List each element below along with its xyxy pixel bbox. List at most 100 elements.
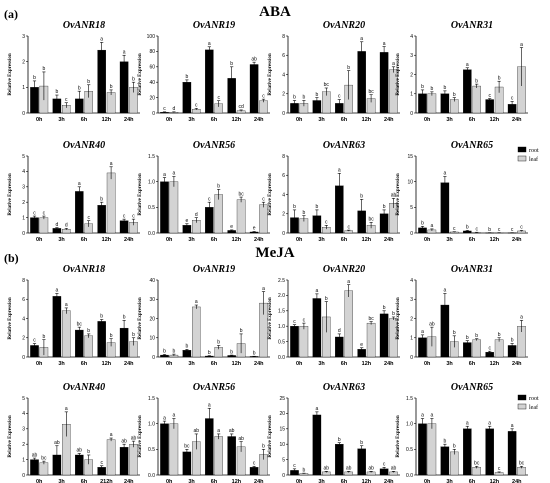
legend-swatch-leaf (517, 403, 527, 410)
x-tick-label: 0h (296, 479, 303, 483)
y-tick-label: 4 (22, 316, 25, 322)
significance-letter: a (444, 171, 447, 177)
x-tick-label: 12h (232, 361, 242, 367)
bar-leaf-24h (517, 467, 526, 476)
x-tick-label: 12h (362, 479, 372, 483)
y-tick-label: 3 (22, 427, 25, 433)
significance-letter: a (466, 420, 469, 426)
significance-letter: b (56, 89, 59, 95)
significance-letter: d (195, 212, 198, 218)
significance-letter: e (360, 342, 363, 348)
significance-letter: b (303, 210, 306, 216)
x-tick-label: 6h (469, 479, 476, 483)
y-axis-label: Relative Expression (396, 173, 401, 215)
significance-letter: b (43, 334, 46, 340)
bar-root-24h (249, 467, 259, 476)
y-tick-label: 8 (282, 154, 285, 160)
significance-letter: a (444, 288, 447, 294)
bar-root-24h (249, 64, 259, 114)
significance-letter: a (383, 41, 386, 47)
significance-letter: c (100, 460, 103, 466)
bar-leaf-6h (214, 194, 223, 234)
y-tick-label: 0.5 (406, 447, 413, 453)
significance-letter: b (511, 338, 514, 344)
y-tick-label: 0 (22, 473, 25, 479)
significance-letter: b (217, 340, 220, 346)
significance-letter: d (65, 223, 68, 229)
significance-letter: b (421, 221, 424, 227)
y-axis-label: Relative Expression (396, 53, 401, 95)
x-tick-label: 6h (341, 479, 348, 483)
significance-letter: b (421, 84, 424, 90)
bar-leaf-6h (472, 339, 481, 358)
significance-letter: b (110, 84, 113, 90)
significance-letter: a (195, 299, 198, 305)
bar-leaf-6h (472, 467, 481, 476)
y-tick-label: 1 (410, 336, 413, 342)
bar-root-0h (30, 459, 39, 476)
significance-letter: b (444, 85, 447, 91)
y-tick-label: 0.0 (406, 473, 413, 479)
significance-letter: ab (238, 436, 244, 442)
significance-letter: a (173, 413, 176, 419)
chart-meja-ovanr56: OvANR56 Relative Expression 0.0 0.5 1.0 1.5 a a… (138, 382, 270, 483)
y-tick-label: 2 (22, 59, 25, 65)
y-tick-label: 1.5 (148, 396, 155, 402)
y-tick-label: 8 (22, 278, 25, 284)
x-tick-label: 0h (36, 237, 43, 243)
chart-title: OvANR19 (193, 20, 235, 31)
y-tick-label: 0 (410, 231, 413, 237)
y-tick-label: 0.5 (278, 339, 285, 345)
x-tick-label: 0h (296, 237, 303, 243)
x-tick-label: 24h (254, 361, 264, 367)
significance-letter: b (338, 437, 341, 443)
significance-letter: c (208, 196, 211, 202)
y-tick-label: 0 (22, 111, 25, 117)
significance-letter: bc (474, 460, 480, 466)
significance-letter: c (293, 463, 296, 469)
significance-letter: b (33, 75, 36, 81)
significance-letter: b (431, 86, 434, 92)
significance-letter: a (56, 288, 59, 294)
significance-letter: b (230, 61, 233, 67)
legend-meja: root leaf (517, 394, 539, 411)
significance-letter: a (360, 36, 363, 42)
bar-leaf-0h (39, 462, 49, 476)
x-tick-label: 24h (124, 479, 134, 483)
x-tick-label: 24h (512, 117, 522, 123)
bar-root-6h (75, 329, 84, 358)
significance-letter: a (110, 161, 113, 167)
x-tick-label: 3h (446, 479, 453, 483)
chart-meja-ovanr65: OvANR65 Relative Expression 0.0 0.5 1.0 1.5 a a… (396, 382, 528, 483)
x-tick-label: 12h (362, 117, 372, 123)
significance-letter: bc (519, 460, 525, 466)
significance-letter: a (520, 315, 523, 321)
y-tick-label: 0 (152, 355, 155, 361)
bar-root-6h (463, 69, 472, 114)
x-tick-label: 12h (362, 361, 372, 367)
significance-letter: e (230, 224, 233, 230)
significance-letter: c (511, 227, 514, 233)
bar-root-3h (182, 350, 192, 358)
significance-letter: ab (121, 438, 127, 444)
significance-letter: c (262, 93, 265, 99)
significance-letter: b (262, 444, 265, 450)
significance-letter: b (466, 225, 469, 231)
significance-letter: c (33, 338, 36, 344)
bar-leaf-12h (366, 322, 376, 358)
significance-letter: bc (184, 444, 190, 450)
x-tick-label: 24h (124, 117, 134, 123)
bar-root-0h (290, 326, 299, 358)
significance-letter: b (123, 315, 126, 321)
significance-letter: a (431, 413, 434, 419)
significance-letter: b (383, 204, 386, 210)
significance-letter: a (123, 49, 126, 55)
y-tick-label: 1.0 (278, 324, 285, 330)
significance-letter: bc (238, 191, 244, 197)
bar-leaf-24h (259, 100, 268, 114)
x-tick-label: 6h (211, 237, 218, 243)
y-tick-label: 0.5 (148, 447, 155, 453)
bar-root-12h (97, 321, 106, 358)
